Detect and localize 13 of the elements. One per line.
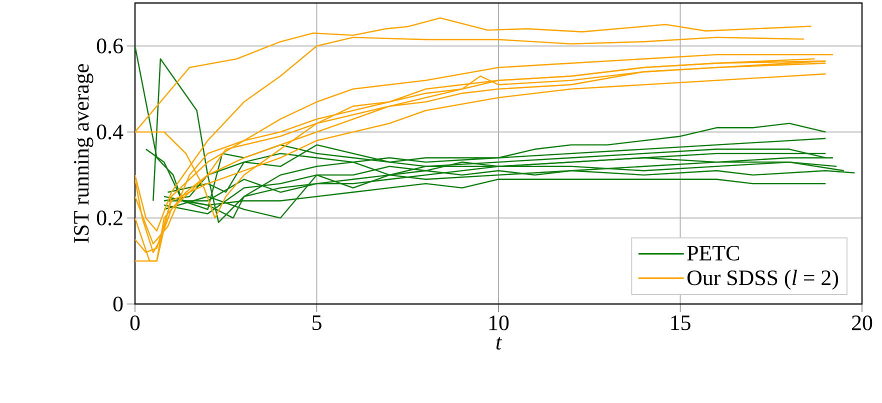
y-tick-label: 0.4 [96, 124, 124, 140]
y-tick-label: 0.6 [96, 38, 123, 54]
x-axis-title: t [496, 337, 502, 350]
x-tick-label: 0 [130, 315, 140, 330]
x-tick-label: 15 [671, 315, 690, 330]
legend-label: Our SDSS (l = 2) [687, 270, 838, 290]
x-tick-label: 10 [489, 315, 509, 330]
y-tick-label: 0 [113, 296, 123, 312]
y-tick-label: 0.2 [96, 210, 122, 226]
legend-label: PETC [687, 246, 739, 261]
x-tick-label: 20 [852, 315, 872, 330]
y-axis-title: IST running average [74, 64, 94, 243]
x-tick-label: 5 [312, 315, 322, 330]
